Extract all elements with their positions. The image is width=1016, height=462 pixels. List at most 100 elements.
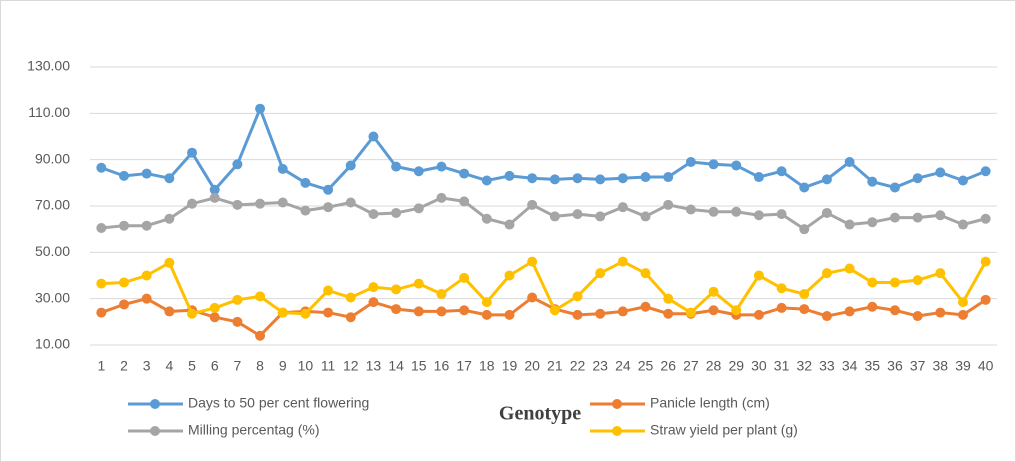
data-point	[187, 308, 198, 319]
data-point	[731, 160, 742, 171]
x-tick-label: 12	[343, 358, 359, 374]
data-point	[504, 170, 515, 181]
data-point	[164, 213, 175, 224]
data-point	[595, 211, 606, 222]
data-point	[980, 213, 991, 224]
x-tick-label: 3	[143, 358, 151, 374]
data-point	[799, 224, 810, 235]
data-point	[209, 192, 220, 203]
data-point	[663, 172, 674, 183]
data-point	[572, 173, 583, 184]
data-point	[96, 278, 107, 289]
data-point	[776, 302, 787, 313]
data-point	[96, 223, 107, 234]
x-tick-label: 34	[842, 358, 858, 374]
data-point	[549, 211, 560, 222]
x-tick-label: 30	[751, 358, 767, 374]
data-point	[685, 204, 696, 215]
data-point	[844, 219, 855, 230]
data-point	[232, 294, 243, 305]
series-line	[101, 260, 987, 316]
x-tick-label: 11	[321, 358, 336, 374]
x-tick-label: 20	[524, 358, 540, 374]
data-point	[889, 182, 900, 193]
data-point	[323, 184, 334, 195]
x-tick-label: 36	[887, 358, 903, 374]
y-tick-label: 90.00	[35, 150, 70, 166]
data-point	[935, 307, 946, 318]
data-point	[504, 309, 515, 320]
data-point	[595, 268, 606, 279]
data-point	[867, 277, 878, 288]
data-point	[436, 192, 447, 203]
x-tick-label: 25	[638, 358, 654, 374]
data-point	[935, 167, 946, 178]
legend-label: Days to 50 per cent flowering	[188, 395, 369, 411]
data-point	[912, 275, 923, 286]
data-point	[617, 173, 628, 184]
legend-label: Panicle length (cm)	[650, 395, 770, 411]
data-point	[527, 256, 538, 267]
data-point	[821, 207, 832, 218]
x-tick-label: 19	[502, 358, 518, 374]
data-point	[141, 270, 152, 281]
data-point	[164, 173, 175, 184]
x-tick-label: 1	[97, 358, 105, 374]
y-tick-label: 110.00	[28, 104, 70, 120]
data-point	[549, 174, 560, 185]
x-tick-label: 28	[706, 358, 722, 374]
data-point	[413, 203, 424, 214]
data-point	[368, 282, 379, 293]
x-tick-label: 7	[233, 358, 241, 374]
data-point	[527, 292, 538, 303]
data-point	[391, 284, 402, 295]
data-point	[436, 306, 447, 317]
x-tick-label: 27	[683, 358, 699, 374]
data-point	[300, 177, 311, 188]
data-point	[957, 297, 968, 308]
data-point	[685, 307, 696, 318]
data-point	[323, 307, 334, 318]
data-point	[459, 305, 470, 316]
data-point	[141, 293, 152, 304]
data-point	[413, 306, 424, 317]
data-point	[391, 304, 402, 315]
x-tick-label: 35	[864, 358, 880, 374]
series-line	[101, 196, 987, 231]
data-point	[753, 210, 764, 221]
data-point	[912, 173, 923, 184]
data-point	[912, 311, 923, 322]
x-tick-label: 6	[211, 358, 219, 374]
data-point	[595, 174, 606, 185]
data-point	[255, 103, 266, 114]
x-tick-label: 26	[660, 358, 676, 374]
x-tick-label: 16	[434, 358, 450, 374]
data-point	[391, 161, 402, 172]
x-tick-label: 4	[165, 358, 173, 374]
data-point	[459, 168, 470, 179]
legend-label: Straw yield per plant (g)	[650, 422, 798, 438]
data-point	[980, 166, 991, 177]
data-point	[957, 175, 968, 186]
data-point	[277, 197, 288, 208]
data-point	[663, 199, 674, 210]
data-point	[572, 209, 583, 220]
data-point	[277, 307, 288, 318]
data-point	[844, 306, 855, 317]
x-tick-label: 29	[728, 358, 744, 374]
data-point	[731, 206, 742, 217]
data-point	[799, 304, 810, 315]
x-tick-label: 22	[570, 358, 586, 374]
data-point	[708, 286, 719, 297]
data-point	[459, 272, 470, 283]
y-tick-label: 130.00	[27, 58, 70, 74]
data-point	[413, 166, 424, 177]
data-point	[527, 173, 538, 184]
data-point	[345, 197, 356, 208]
data-point	[821, 311, 832, 322]
x-tick-label: 8	[256, 358, 264, 374]
data-point	[844, 263, 855, 274]
data-point	[119, 299, 130, 310]
